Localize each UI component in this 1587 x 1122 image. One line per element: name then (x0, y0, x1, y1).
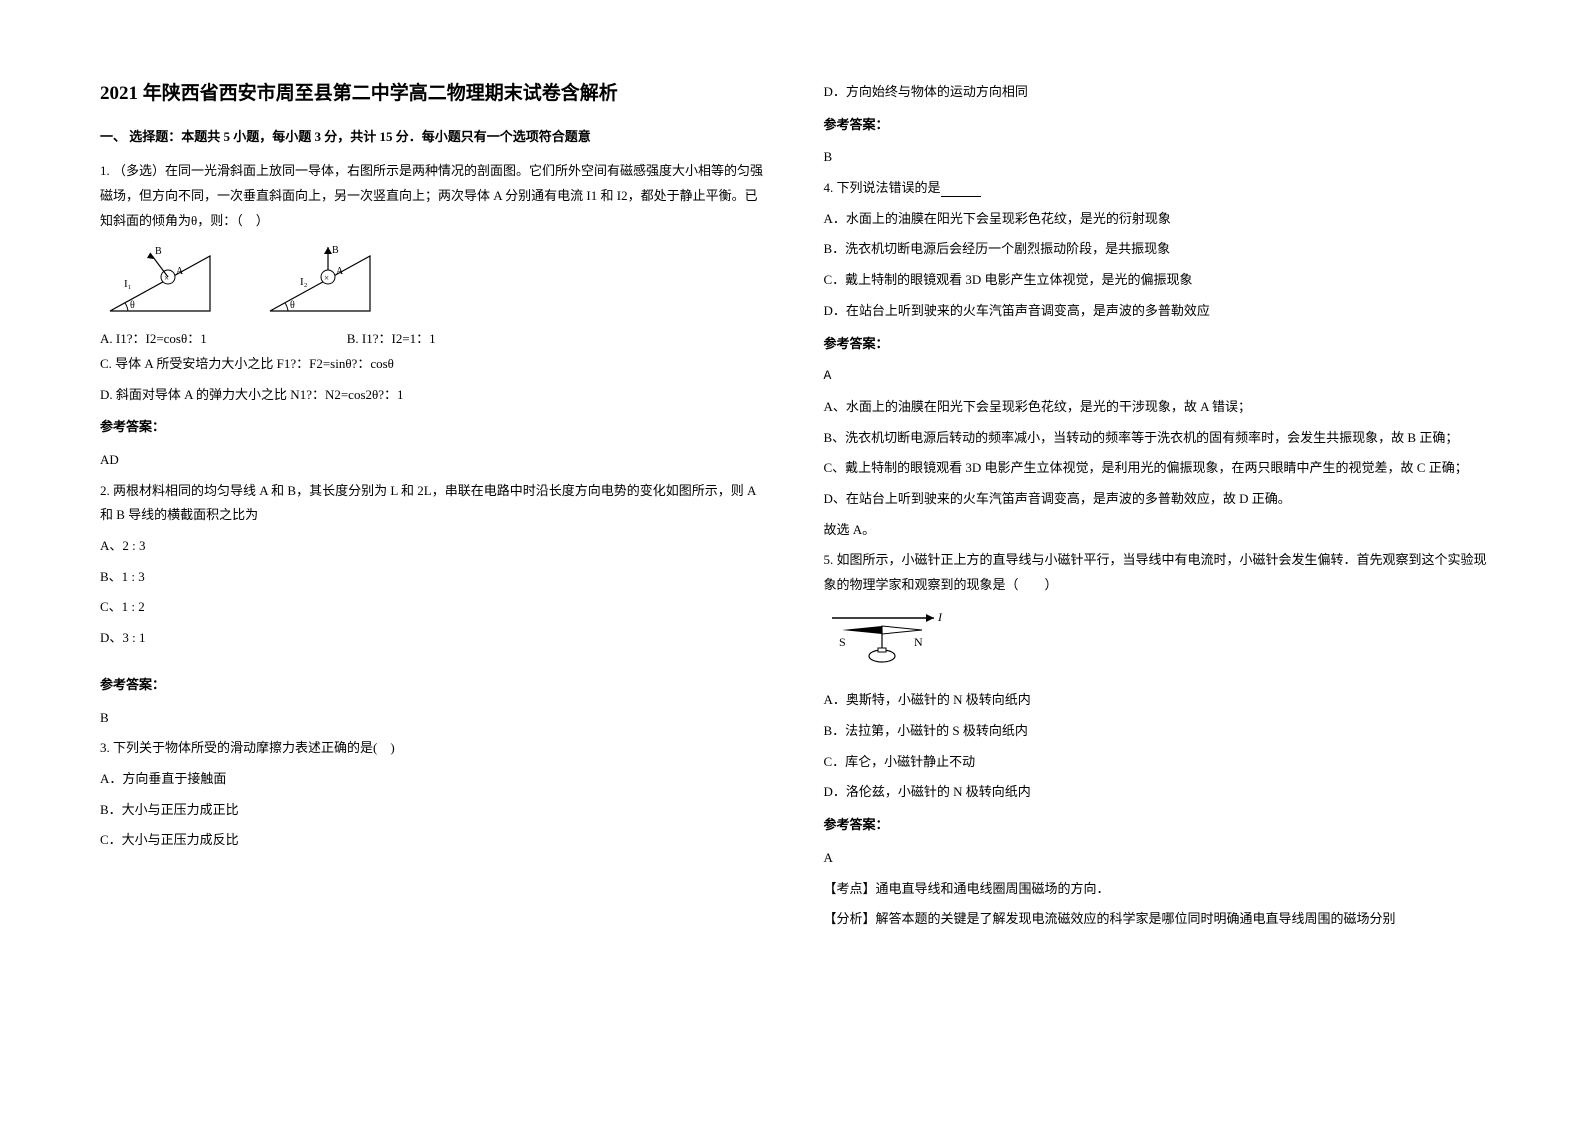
q2-option-d: D、3 : 1 (100, 626, 764, 651)
svg-text:I₁: I₁ (124, 278, 132, 290)
q5-fenxi: 【分析】解答本题的关键是了解发现电流磁效应的科学家是哪位同时明确通电直导线周围的… (824, 907, 1488, 932)
q3-option-a: A．方向垂直于接触面 (100, 767, 764, 792)
q4-exp-a: A、水面上的油膜在阳光下会呈现彩色花纹，是光的干涉现象，故 A 错误； (824, 395, 1488, 420)
q4-option-a: A．水面上的油膜在阳光下会呈现彩色花纹，是光的衍射现象 (824, 207, 1488, 232)
q4-exp-end: 故选 A。 (824, 518, 1488, 543)
q4-exp-b: B、洗衣机切断电源后转动的频率减小，当转动的频率等于洗衣机的固有频率时，会发生共… (824, 426, 1488, 451)
q1-option-d: D. 斜面对导体 A 的弹力大小之比 N1?：N2=cos2θ?：1 (100, 383, 764, 408)
svg-text:×: × (324, 273, 329, 283)
q5-option-a: A．奥斯特，小磁针的 N 极转向纸内 (824, 688, 1488, 713)
svg-text:θ: θ (130, 300, 135, 311)
svg-text:θ: θ (290, 300, 295, 311)
q3-option-d: D．方向始终与物体的运动方向相同 (824, 80, 1488, 105)
q4-exp-c: C、戴上特制的眼镜观看 3D 电影产生立体视觉，是利用光的偏振现象，在两只眼睛中… (824, 456, 1488, 481)
q1-answer-label: 参考答案： (100, 415, 764, 440)
q4-exp-d: D、在站台上听到驶来的火车汽笛声音调变高，是声波的多普勒效应，故 D 正确。 (824, 487, 1488, 512)
q4-option-d: D．在站台上听到驶来的火车汽笛声音调变高，是声波的多普勒效应 (824, 299, 1488, 324)
q3-answer-label: 参考答案： (824, 113, 1488, 138)
q5-option-d: D．洛伦兹，小磁针的 N 极转向纸内 (824, 780, 1488, 805)
q2-option-c: C、1 : 2 (100, 595, 764, 620)
q2-option-b: B、1 : 3 (100, 565, 764, 590)
q5-kaodian: 【考点】通电直导线和通电线圈周围磁场的方向． (824, 877, 1488, 902)
q2-answer-label: 参考答案： (100, 673, 764, 698)
q5-stem: 5. 如图所示，小磁针正上方的直导线与小磁针平行，当导线中有电流时，小磁针会发生… (824, 548, 1488, 597)
left-column: 2021 年陕西省西安市周至县第二中学高二物理期末试卷含解析 一、 选择题：本题… (100, 80, 764, 1082)
q1-option-a: A. I1?：I2=cosθ：1 (100, 327, 207, 352)
q4-blank-input[interactable] (941, 180, 981, 197)
q4-answer-label: 参考答案： (824, 332, 1488, 357)
svg-text:B: B (155, 246, 162, 257)
q3-answer: B (824, 145, 1488, 170)
q1-diagrams: θ × A B I₁ θ × A B I₂ (100, 241, 764, 319)
q4-option-c: C．戴上特制的眼镜观看 3D 电影产生立体视觉，是光的偏振现象 (824, 268, 1488, 293)
q2-answer: B (100, 706, 764, 731)
svg-text:N: N (914, 635, 923, 649)
incline-diagram-2: θ × A B I₂ (260, 241, 380, 319)
q2-stem: 2. 两根材料相同的均匀导线 A 和 B，其长度分别为 L 和 2L，串联在电路… (100, 479, 764, 528)
q1-option-b: B. I1?：I2=1：1 (347, 327, 436, 352)
q2-option-a: A、2 : 3 (100, 534, 764, 559)
q1-stem: 1. （多选）在同一光滑斜面上放同一导体，右图所示是两种情况的剖面图。它们所外空… (100, 159, 764, 233)
svg-text:I: I (937, 610, 943, 624)
svg-text:A: A (176, 266, 184, 277)
q3-stem: 3. 下列关于物体所受的滑动摩擦力表述正确的是( ) (100, 736, 764, 761)
q5-answer-label: 参考答案： (824, 813, 1488, 838)
q1-option-c: C. 导体 A 所受安培力大小之比 F1?：F2=sinθ?：cosθ (100, 352, 764, 377)
svg-text:B: B (332, 245, 339, 256)
q4-option-b: B．洗衣机切断电源后会经历一个剧烈振动阶段，是共振现象 (824, 237, 1488, 262)
q3-option-b: B．大小与正压力成正比 (100, 798, 764, 823)
q5-option-b: B．法拉第，小磁针的 S 极转向纸内 (824, 719, 1488, 744)
q4-stem-text: 4. 下列说法错误的是 (824, 180, 941, 195)
q5-option-c: C．库仑，小磁针静止不动 (824, 750, 1488, 775)
svg-text:A: A (336, 266, 344, 277)
right-column: D．方向始终与物体的运动方向相同 参考答案： B 4. 下列说法错误的是 A．水… (824, 80, 1488, 1082)
q5-answer: A (824, 846, 1488, 871)
q1-answer: AD (100, 448, 764, 473)
q4-stem: 4. 下列说法错误的是 (824, 176, 1488, 201)
exam-title: 2021 年陕西省西安市周至县第二中学高二物理期末试卷含解析 (100, 80, 764, 109)
q5-diagram: I S N (824, 606, 1488, 679)
incline-diagram-1: θ × A B I₁ (100, 241, 220, 319)
q3-option-c: C．大小与正压力成反比 (100, 828, 764, 853)
svg-text:S: S (839, 635, 846, 649)
q4-answer: A (824, 364, 1488, 389)
q1-options-row1: A. I1?：I2=cosθ：1 B. I1?：I2=1：1 (100, 327, 764, 352)
svg-text:I₂: I₂ (300, 276, 308, 288)
section-1-heading: 一、 选择题：本题共 5 小题，每小题 3 分，共计 15 分．每小题只有一个选… (100, 125, 764, 150)
